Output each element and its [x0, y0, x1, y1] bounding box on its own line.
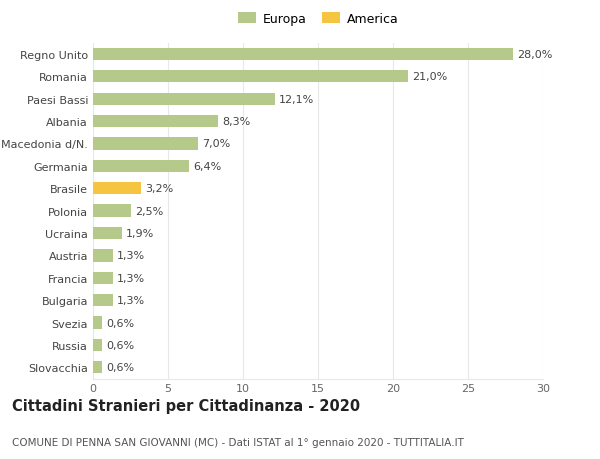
- Bar: [93, 361, 102, 374]
- Text: 3,2%: 3,2%: [146, 184, 174, 194]
- Text: 21,0%: 21,0%: [413, 72, 448, 82]
- Bar: [93, 116, 218, 128]
- Bar: [93, 205, 131, 217]
- Text: 0,6%: 0,6%: [107, 340, 134, 350]
- Bar: [93, 49, 513, 61]
- Bar: [93, 317, 102, 329]
- Text: 1,3%: 1,3%: [117, 251, 145, 261]
- Text: 6,4%: 6,4%: [193, 162, 222, 172]
- Bar: [93, 160, 189, 173]
- Text: 7,0%: 7,0%: [203, 139, 231, 149]
- Text: 8,3%: 8,3%: [222, 117, 250, 127]
- Text: 1,9%: 1,9%: [126, 229, 154, 239]
- Text: 28,0%: 28,0%: [517, 50, 553, 60]
- Bar: [93, 339, 102, 351]
- Text: 2,5%: 2,5%: [135, 206, 163, 216]
- Bar: [93, 183, 141, 195]
- Text: 12,1%: 12,1%: [279, 95, 314, 105]
- Text: Cittadini Stranieri per Cittadinanza - 2020: Cittadini Stranieri per Cittadinanza - 2…: [12, 398, 360, 413]
- Text: 1,3%: 1,3%: [117, 273, 145, 283]
- Bar: [93, 138, 198, 150]
- Bar: [93, 227, 121, 240]
- Bar: [93, 71, 408, 83]
- Bar: [93, 93, 275, 106]
- Bar: [93, 272, 113, 284]
- Legend: Europa, America: Europa, America: [238, 13, 398, 26]
- Text: 0,6%: 0,6%: [107, 363, 134, 373]
- Text: 1,3%: 1,3%: [117, 296, 145, 306]
- Text: 0,6%: 0,6%: [107, 318, 134, 328]
- Bar: [93, 250, 113, 262]
- Bar: [93, 294, 113, 307]
- Text: COMUNE DI PENNA SAN GIOVANNI (MC) - Dati ISTAT al 1° gennaio 2020 - TUTTITALIA.I: COMUNE DI PENNA SAN GIOVANNI (MC) - Dati…: [12, 437, 464, 448]
